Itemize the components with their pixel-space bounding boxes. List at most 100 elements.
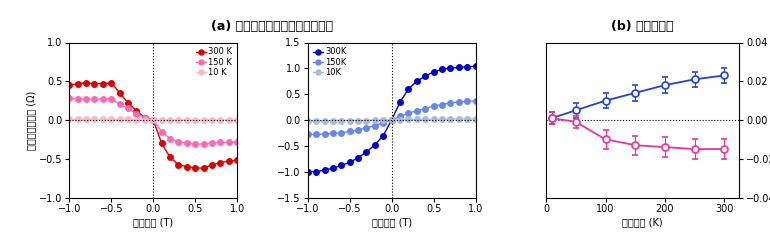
150K bbox=[403, 112, 413, 115]
150 K bbox=[115, 102, 124, 105]
300 K bbox=[174, 164, 183, 166]
300 K bbox=[216, 161, 225, 164]
10K bbox=[396, 118, 405, 122]
150K bbox=[336, 132, 346, 134]
150K bbox=[420, 107, 430, 110]
10K bbox=[312, 120, 321, 122]
150 K bbox=[82, 98, 91, 100]
300 K bbox=[123, 102, 132, 104]
10K bbox=[328, 119, 337, 122]
300K bbox=[362, 150, 371, 154]
10K bbox=[437, 118, 447, 121]
10K bbox=[336, 119, 346, 122]
300K bbox=[312, 170, 321, 173]
300 K bbox=[132, 109, 141, 112]
150 K bbox=[123, 107, 132, 110]
150K bbox=[412, 109, 421, 112]
Line: 150K: 150K bbox=[305, 98, 478, 137]
150K bbox=[328, 132, 337, 135]
300 K bbox=[65, 84, 74, 87]
300 K bbox=[233, 159, 242, 162]
300 K bbox=[182, 165, 192, 168]
300K bbox=[471, 65, 480, 68]
300 K bbox=[199, 166, 208, 170]
150K bbox=[437, 103, 447, 106]
300K bbox=[336, 164, 346, 167]
10 K bbox=[65, 118, 74, 121]
10 K bbox=[149, 118, 158, 122]
300K bbox=[420, 74, 430, 78]
300 K bbox=[115, 91, 124, 94]
10K bbox=[446, 118, 455, 120]
150K bbox=[387, 118, 397, 122]
300K bbox=[370, 143, 380, 146]
150 K bbox=[224, 141, 233, 144]
300K bbox=[429, 70, 438, 74]
10K bbox=[429, 118, 438, 121]
150K bbox=[345, 130, 354, 133]
150 K bbox=[90, 98, 99, 100]
Y-axis label: 電気抵抗の変化 (Ω): 電気抵抗の変化 (Ω) bbox=[26, 90, 36, 150]
10K bbox=[320, 120, 329, 122]
150 K bbox=[207, 142, 216, 145]
300K bbox=[463, 65, 472, 68]
10K bbox=[362, 119, 371, 122]
150 K bbox=[182, 142, 192, 145]
10 K bbox=[90, 118, 99, 121]
10K bbox=[379, 118, 388, 122]
150 K bbox=[132, 112, 141, 115]
10 K bbox=[207, 118, 216, 122]
10K bbox=[345, 119, 354, 122]
X-axis label: 測定温度 (K): 測定温度 (K) bbox=[622, 217, 663, 227]
150 K bbox=[216, 141, 225, 144]
10 K bbox=[140, 118, 149, 122]
300 K bbox=[140, 116, 149, 119]
300K bbox=[353, 156, 363, 159]
10 K bbox=[82, 118, 91, 121]
150 K bbox=[157, 130, 166, 133]
10 K bbox=[216, 118, 225, 122]
Line: 10 K: 10 K bbox=[66, 116, 240, 123]
10 K bbox=[107, 118, 116, 121]
300K bbox=[387, 118, 397, 122]
Line: 300 K: 300 K bbox=[66, 80, 240, 171]
10K bbox=[353, 119, 363, 122]
150K bbox=[370, 124, 380, 127]
10K bbox=[370, 118, 380, 122]
300K bbox=[396, 100, 405, 103]
300K bbox=[320, 168, 329, 172]
10K bbox=[454, 118, 464, 120]
300K bbox=[403, 88, 413, 90]
150K bbox=[353, 128, 363, 131]
150 K bbox=[73, 98, 82, 100]
10 K bbox=[174, 118, 183, 122]
10 K bbox=[115, 118, 124, 121]
150K bbox=[446, 102, 455, 104]
10 K bbox=[132, 118, 141, 122]
300 K bbox=[157, 142, 166, 145]
300 K bbox=[166, 156, 175, 159]
150 K bbox=[149, 118, 158, 122]
150 K bbox=[99, 98, 108, 100]
10 K bbox=[166, 118, 175, 122]
300K bbox=[303, 170, 313, 173]
150K bbox=[463, 100, 472, 103]
150 K bbox=[166, 137, 175, 140]
300 K bbox=[99, 82, 108, 85]
Line: 10K: 10K bbox=[305, 116, 478, 124]
300 K bbox=[191, 166, 200, 170]
10K bbox=[403, 118, 413, 121]
300K bbox=[446, 67, 455, 70]
10K bbox=[303, 120, 313, 122]
X-axis label: 面直磁場 (T): 面直磁場 (T) bbox=[133, 217, 173, 227]
300K bbox=[379, 134, 388, 137]
150K bbox=[362, 126, 371, 129]
300 K bbox=[207, 164, 216, 166]
300 K bbox=[149, 118, 158, 122]
10 K bbox=[182, 118, 192, 122]
Legend: 300K, 150K, 10K: 300K, 150K, 10K bbox=[312, 47, 347, 78]
10 K bbox=[233, 118, 242, 122]
150 K bbox=[65, 97, 74, 100]
Legend: 300 K, 150 K, 10 K: 300 K, 150 K, 10 K bbox=[195, 47, 233, 78]
300 K bbox=[224, 160, 233, 162]
